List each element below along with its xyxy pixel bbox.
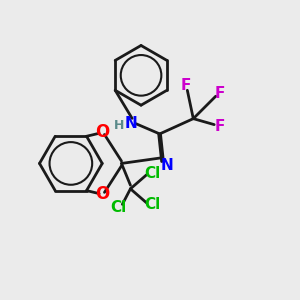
Text: Cl: Cl bbox=[144, 197, 160, 212]
Text: O: O bbox=[95, 185, 109, 203]
Text: Cl: Cl bbox=[144, 166, 160, 181]
Text: H: H bbox=[114, 119, 124, 132]
Text: F: F bbox=[181, 78, 191, 93]
Text: N: N bbox=[124, 116, 137, 131]
Text: F: F bbox=[214, 118, 225, 134]
Text: Cl: Cl bbox=[110, 200, 126, 215]
Text: O: O bbox=[95, 123, 109, 141]
Text: F: F bbox=[215, 86, 225, 101]
Text: N: N bbox=[160, 158, 173, 173]
